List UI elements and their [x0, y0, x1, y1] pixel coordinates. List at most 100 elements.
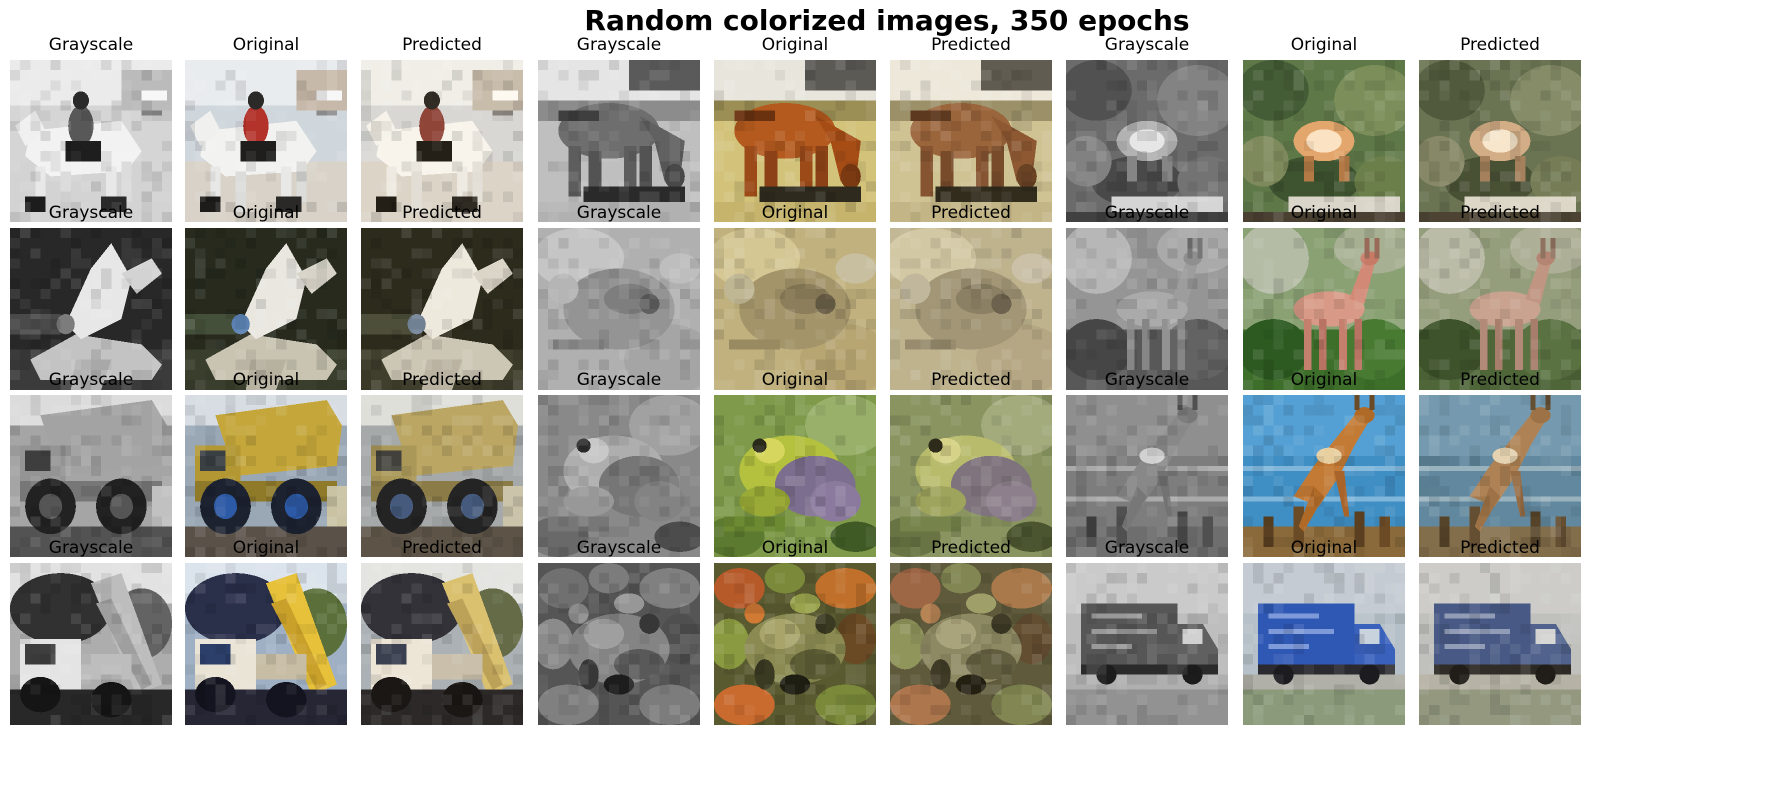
frog-sand-image: [714, 228, 876, 390]
panel-title: Predicted: [931, 203, 1011, 223]
panel-title: Grayscale: [1104, 370, 1190, 390]
panel-title: Original: [761, 370, 829, 390]
panel-title: Predicted: [931, 35, 1011, 55]
panel-title: Predicted: [402, 35, 482, 55]
panel-image: [714, 228, 876, 390]
panel-title: Grayscale: [576, 538, 662, 558]
panel-image: [1066, 228, 1228, 390]
panel-image: [714, 60, 876, 222]
panel-title: Predicted: [931, 538, 1011, 558]
panel-title: Original: [761, 538, 829, 558]
horse-rider-image: [10, 60, 172, 222]
panel-image: [185, 60, 347, 222]
panel-image: [1243, 228, 1405, 390]
panel-image: [185, 228, 347, 390]
panel-image: [10, 563, 172, 725]
panel-title: Original: [1290, 370, 1358, 390]
panel-image: [185, 395, 347, 557]
panel-title: Original: [1290, 203, 1358, 223]
panel-title: Original: [232, 35, 300, 55]
horse-rider-image: [361, 60, 523, 222]
panel-image: [10, 60, 172, 222]
panel-image: [1066, 60, 1228, 222]
dump-truck-image: [185, 395, 347, 557]
frog-green-image: [714, 395, 876, 557]
panel-image: [890, 395, 1052, 557]
panel-title: Predicted: [1460, 203, 1540, 223]
panel-image: [1243, 60, 1405, 222]
panel-title: Original: [1290, 35, 1358, 55]
panel-title: Grayscale: [48, 35, 134, 55]
frog-sand-image: [890, 228, 1052, 390]
panel-image: [538, 395, 700, 557]
panel-title: Original: [232, 203, 300, 223]
frog-green-image: [890, 395, 1052, 557]
panel-image: [890, 60, 1052, 222]
panel-image: [1066, 395, 1228, 557]
panel-image: [1066, 563, 1228, 725]
deer-forest-image: [1066, 60, 1228, 222]
panel-title: Original: [761, 203, 829, 223]
panel-image: [10, 395, 172, 557]
panel-image: [1419, 395, 1581, 557]
deer-jumping-image: [1243, 395, 1405, 557]
deer-standing-image: [1066, 228, 1228, 390]
panel-image: [538, 563, 700, 725]
panel-title: Predicted: [931, 370, 1011, 390]
panel-title: Grayscale: [1104, 538, 1190, 558]
airplane-image: [361, 228, 523, 390]
panel-title: Original: [761, 35, 829, 55]
deer-forest-image: [1243, 60, 1405, 222]
tipper-truck-image: [10, 563, 172, 725]
panel-image: [890, 228, 1052, 390]
dump-truck-image: [361, 395, 523, 557]
panel-image: [185, 563, 347, 725]
figure-title: Random colorized images, 350 epochs: [584, 4, 1190, 37]
tipper-truck-image: [185, 563, 347, 725]
panel-title: Original: [232, 370, 300, 390]
frog-leaves-image: [890, 563, 1052, 725]
airplane-image: [10, 228, 172, 390]
tipper-truck-image: [361, 563, 523, 725]
deer-standing-image: [1243, 228, 1405, 390]
panel-image: [1419, 228, 1581, 390]
deer-jumping-image: [1066, 395, 1228, 557]
panel-image: [538, 60, 700, 222]
panel-title: Predicted: [1460, 538, 1540, 558]
panel-title: Grayscale: [576, 203, 662, 223]
panel-image: [1419, 563, 1581, 725]
panel-image: [10, 228, 172, 390]
panel-image: [1419, 60, 1581, 222]
panel-title: Original: [232, 538, 300, 558]
panel-title: Grayscale: [48, 370, 134, 390]
panel-title: Predicted: [402, 203, 482, 223]
panel-image: [1243, 395, 1405, 557]
panel-title: Grayscale: [576, 370, 662, 390]
frog-sand-image: [538, 228, 700, 390]
frog-leaves-image: [714, 563, 876, 725]
frog-green-image: [538, 395, 700, 557]
deer-forest-image: [1419, 60, 1581, 222]
horse-rider-image: [185, 60, 347, 222]
panel-title: Predicted: [402, 538, 482, 558]
panel-title: Grayscale: [1104, 35, 1190, 55]
panel-title: Grayscale: [48, 538, 134, 558]
horse-image: [890, 60, 1052, 222]
panel-image: [714, 563, 876, 725]
panel-title: Predicted: [1460, 35, 1540, 55]
box-truck-image: [1419, 563, 1581, 725]
panel-image: [361, 60, 523, 222]
panel-title: Grayscale: [1104, 203, 1190, 223]
box-truck-image: [1243, 563, 1405, 725]
deer-jumping-image: [1419, 395, 1581, 557]
panel-image: [361, 395, 523, 557]
panel-title: Original: [1290, 538, 1358, 558]
horse-image: [714, 60, 876, 222]
frog-leaves-image: [538, 563, 700, 725]
panel-image: [538, 228, 700, 390]
panel-title: Predicted: [402, 370, 482, 390]
dump-truck-image: [10, 395, 172, 557]
panel-title: Predicted: [1460, 370, 1540, 390]
panel-title: Grayscale: [48, 203, 134, 223]
